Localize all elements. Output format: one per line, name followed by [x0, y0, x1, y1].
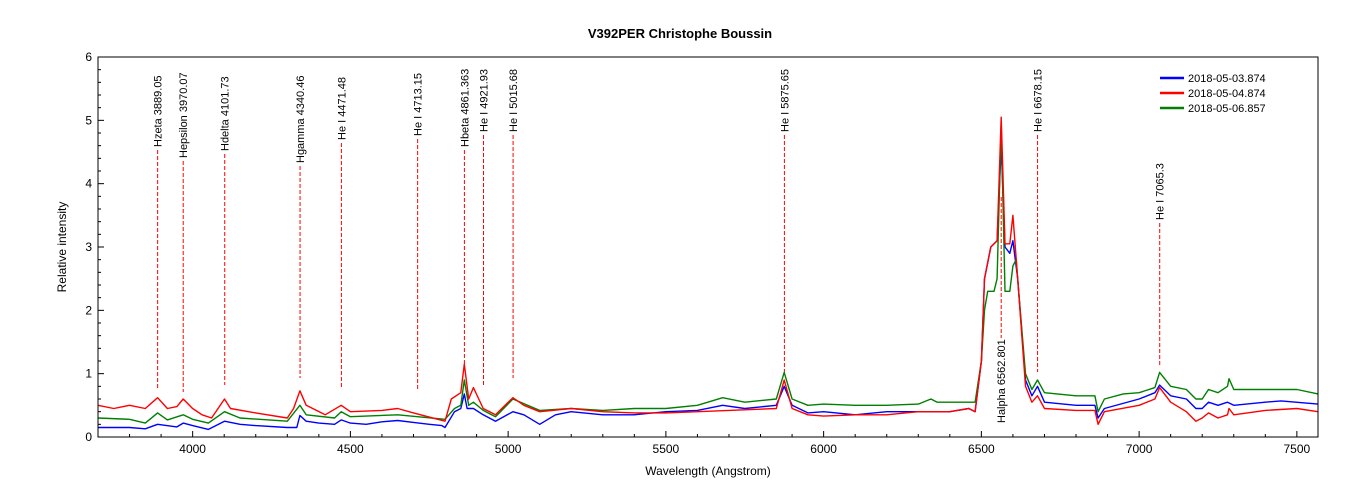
legend-label: 2018-05-04.874: [1188, 88, 1266, 100]
x-tick-label: 5000: [495, 442, 522, 456]
y-tick-label: 4: [85, 177, 92, 191]
x-tick-label: 6500: [968, 442, 995, 456]
annotation-label: Hepsilon 3970.07: [178, 72, 190, 158]
x-axis-label: Wavelength (Angstrom): [645, 464, 771, 478]
x-tick-label: 4000: [179, 442, 206, 456]
annotation-label: He I 5875.65: [779, 69, 791, 132]
annotation-label: Hzeta 3889.05: [153, 75, 165, 147]
annotation-label: Hbeta 4861.363: [459, 69, 471, 147]
x-tick-label: 4500: [337, 442, 364, 456]
annotation-label: He I 4921.93: [479, 69, 491, 132]
legend-label: 2018-05-03.874: [1188, 73, 1266, 85]
series-line-2018-05-04.874: [97, 116, 1319, 425]
y-axis-label: Relative intensity: [55, 202, 69, 293]
legend-label: 2018-05-06.857: [1188, 103, 1266, 115]
annotation-label: He I 7065.3: [1155, 163, 1167, 220]
annotation-label: He I 6678.15: [1033, 69, 1045, 132]
annotation-label: Halpha 6562.801: [996, 339, 1008, 423]
annotation-label: He I 5015.68: [508, 69, 520, 132]
plot-frame: [97, 56, 1319, 438]
x-tick-label: 5500: [653, 442, 680, 456]
annotation-label: He I 4471.48: [336, 77, 348, 140]
series-line-2018-05-06.857: [97, 122, 1319, 424]
y-tick-label: 3: [85, 240, 92, 254]
x-tick-label: 7000: [1126, 442, 1153, 456]
annotation-label: He I 4713.15: [413, 73, 425, 136]
annotation-label: Hdelta 4101.73: [220, 76, 232, 151]
legend: 2018-05-03.874 2018-05-04.874 2018-05-06.8…: [1160, 73, 1266, 115]
chart-title: V392PER Christophe Boussin: [588, 26, 772, 41]
y-tick-label: 1: [85, 367, 92, 381]
y-tick-label: 0: [85, 430, 92, 444]
annotation-label: Hgamma 4340.46: [295, 76, 307, 163]
y-tick-label: 6: [85, 50, 92, 64]
x-tick-label: 7500: [1284, 442, 1311, 456]
series-line-2018-05-03.874: [98, 144, 1319, 431]
x-tick-label: 6000: [810, 442, 837, 456]
y-tick-label: 5: [85, 113, 92, 127]
y-tick-label: 2: [85, 303, 92, 317]
